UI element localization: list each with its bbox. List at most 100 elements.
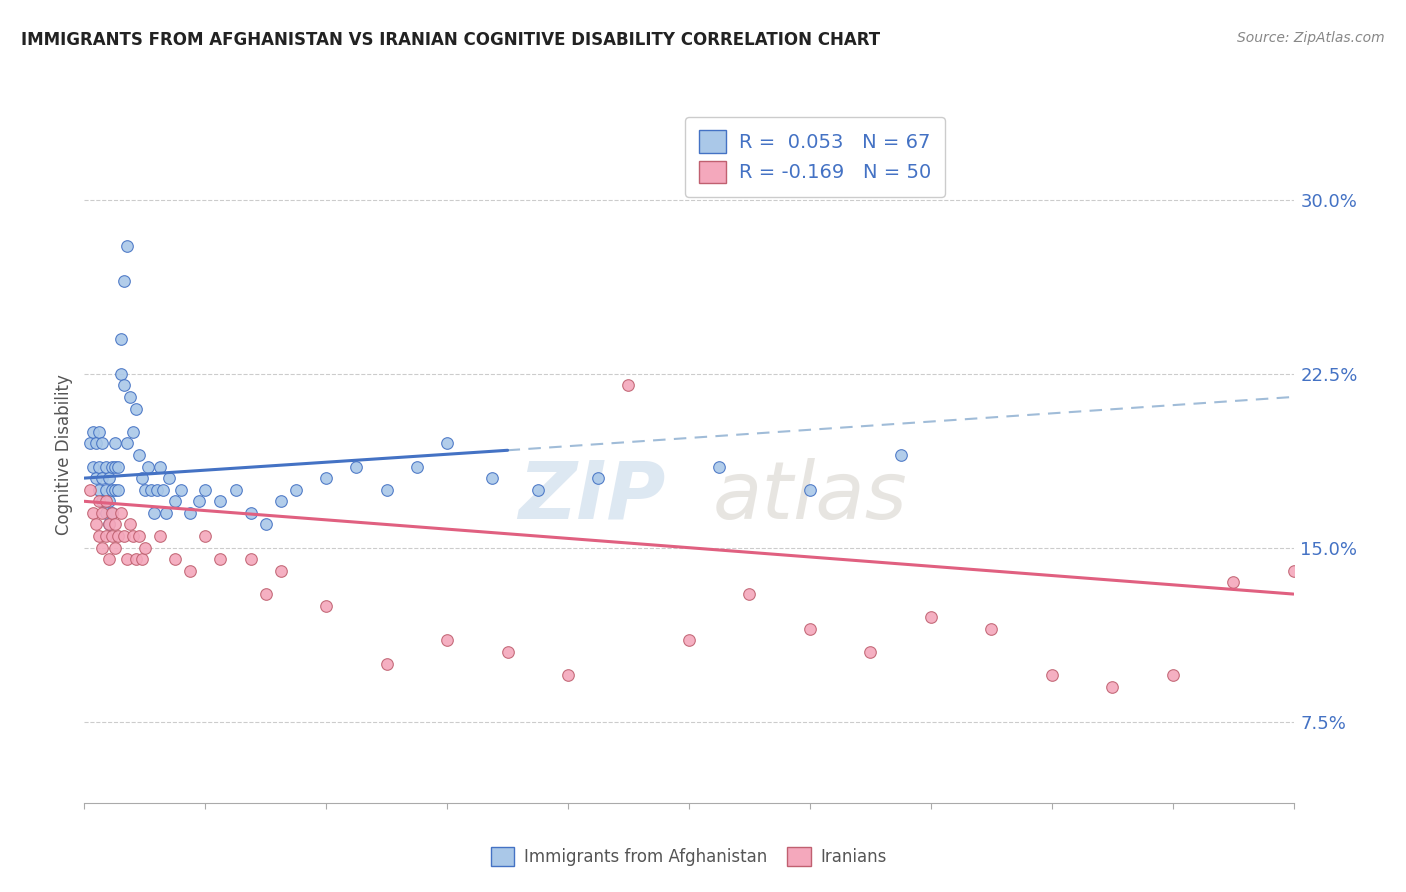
Point [91, 506, 114, 520]
Text: Source: ZipAtlas.com: Source: ZipAtlas.com [1237, 31, 1385, 45]
Point [209, 552, 232, 566]
Point [110, 367, 132, 381]
Point [82, 506, 104, 520]
Point [97, 517, 120, 532]
Point [270, 564, 292, 578]
Point [179, 506, 201, 520]
Point [527, 483, 550, 497]
Point [134, 541, 156, 555]
Point [121, 529, 143, 543]
Point [112, 529, 135, 543]
Point [100, 506, 122, 520]
Point [100, 529, 122, 543]
Point [139, 483, 162, 497]
Point [254, 517, 277, 532]
Point [131, 552, 153, 566]
Point [239, 506, 262, 520]
Point [980, 622, 1002, 636]
Point [375, 483, 398, 497]
Point [142, 506, 165, 520]
Point [82, 459, 104, 474]
Point [104, 541, 127, 555]
Point [209, 494, 232, 508]
Point [406, 459, 429, 474]
Point [588, 471, 610, 485]
Point [136, 459, 159, 474]
Point [149, 459, 172, 474]
Point [86, 517, 108, 532]
Legend: Immigrants from Afghanistan, Iranians: Immigrants from Afghanistan, Iranians [484, 840, 894, 873]
Point [82, 425, 104, 439]
Point [100, 483, 122, 497]
Point [89, 494, 111, 508]
Point [128, 529, 150, 543]
Point [165, 494, 187, 508]
Point [1101, 680, 1123, 694]
Point [738, 587, 761, 601]
Point [118, 390, 141, 404]
Point [107, 483, 129, 497]
Point [104, 459, 127, 474]
Text: ZIP: ZIP [519, 458, 666, 536]
Point [94, 529, 117, 543]
Point [496, 645, 519, 659]
Point [799, 483, 821, 497]
Point [100, 506, 122, 520]
Point [94, 459, 117, 474]
Point [86, 471, 108, 485]
Point [225, 483, 247, 497]
Point [112, 274, 135, 288]
Point [104, 436, 127, 450]
Point [112, 378, 135, 392]
Point [799, 622, 821, 636]
Point [107, 529, 129, 543]
Point [1040, 668, 1063, 682]
Point [94, 494, 117, 508]
Point [97, 494, 120, 508]
Point [346, 459, 368, 474]
Point [89, 529, 111, 543]
Point [270, 494, 292, 508]
Point [86, 436, 108, 450]
Legend: R =  0.053   N = 67, R = -0.169   N = 50: R = 0.053 N = 67, R = -0.169 N = 50 [685, 117, 945, 196]
Point [91, 541, 114, 555]
Point [131, 471, 153, 485]
Point [79, 436, 101, 450]
Text: atlas: atlas [713, 458, 907, 536]
Point [97, 552, 120, 566]
Point [128, 448, 150, 462]
Point [194, 483, 217, 497]
Point [107, 459, 129, 474]
Point [436, 633, 458, 648]
Point [91, 436, 114, 450]
Point [315, 599, 337, 613]
Y-axis label: Cognitive Disability: Cognitive Disability [55, 375, 73, 535]
Point [89, 483, 111, 497]
Point [118, 517, 141, 532]
Point [188, 494, 211, 508]
Point [97, 517, 120, 532]
Point [194, 529, 217, 543]
Point [115, 239, 138, 253]
Point [91, 494, 114, 508]
Point [617, 378, 640, 392]
Point [110, 332, 132, 346]
Point [115, 436, 138, 450]
Point [254, 587, 277, 601]
Point [375, 657, 398, 671]
Point [170, 483, 193, 497]
Point [859, 645, 882, 659]
Point [134, 483, 156, 497]
Point [104, 483, 127, 497]
Point [709, 459, 731, 474]
Point [285, 483, 308, 497]
Point [97, 471, 120, 485]
Point [149, 529, 172, 543]
Point [152, 483, 174, 497]
Point [920, 610, 942, 624]
Point [315, 471, 337, 485]
Point [115, 552, 138, 566]
Point [890, 448, 912, 462]
Point [94, 483, 117, 497]
Point [678, 633, 700, 648]
